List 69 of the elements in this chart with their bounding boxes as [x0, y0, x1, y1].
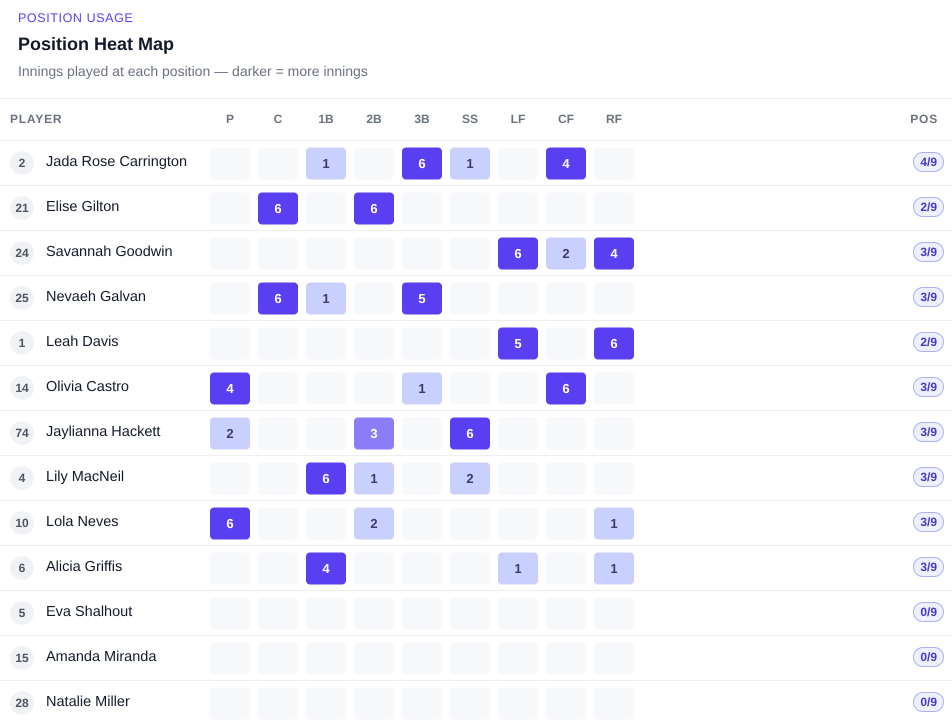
y2-tick-label: 3/9	[913, 467, 944, 487]
category-label: 1 Leah Davis	[18, 334, 119, 350]
data-label: 1	[514, 560, 522, 576]
x-tick-label: LF	[510, 112, 526, 126]
y2-tick-label: 3/9	[913, 422, 944, 442]
category-label: 25 Nevaeh Galvan	[15, 289, 146, 305]
text: PLAYER	[10, 112, 62, 126]
category-label: 4 Lily MacNeil	[18, 469, 124, 485]
x-tick-label: C	[272, 112, 284, 126]
x-tick-label: 1B	[317, 112, 335, 126]
data-label: 1	[370, 470, 378, 486]
data-label: 1	[610, 516, 618, 530]
data-label: 2	[370, 516, 378, 530]
data-label: 3	[370, 426, 378, 440]
category-label: 6 Alicia Griffis	[18, 559, 122, 575]
y2-tick-label: 2/9	[913, 332, 944, 352]
data-label: 1	[322, 156, 330, 170]
text: POSITION USAGE	[18, 11, 134, 25]
category-label: 21 Elise Gilton	[15, 199, 120, 215]
x-tick-label: CF	[557, 112, 575, 126]
y2-tick-label: 0/9	[913, 692, 944, 712]
data-label: 6	[274, 200, 282, 216]
data-label: 6	[514, 246, 522, 260]
y2-tick-label: 0/9	[913, 647, 944, 667]
data-label: 6	[610, 336, 618, 350]
data-label: 5	[514, 336, 522, 350]
data-label: 6	[418, 156, 426, 170]
data-label: 6	[466, 426, 474, 440]
data-label: 1	[610, 560, 618, 576]
x-tick-label: 3B	[413, 112, 431, 126]
data-label: 6	[370, 200, 378, 216]
y2-tick-label: 4/9	[913, 152, 944, 172]
category-label: 2 Jada Rose Carrington	[18, 154, 188, 170]
data-label: 4	[226, 380, 234, 396]
y2-tick-label: 3/9	[913, 512, 944, 532]
data-label: 5	[418, 290, 426, 306]
data-label: 1	[418, 380, 426, 396]
data-label: 6	[322, 470, 330, 486]
category-label: 10 Lola Neves	[15, 514, 119, 530]
y2-tick-label: 0/9	[913, 602, 944, 622]
y2-tick-label: 3/9	[913, 287, 944, 307]
y2-tick-label: 3/9	[913, 377, 944, 397]
y2-tick-label: 3/9	[913, 557, 944, 577]
text: POS	[910, 112, 938, 126]
data-label: 6	[274, 290, 282, 306]
data-label: 4	[610, 246, 618, 260]
x-tick-label: SS	[460, 112, 479, 126]
chart-title: Position Heat Map	[18, 34, 174, 55]
chart-subtitle: Innings played at each position — darker = more innings	[18, 63, 368, 79]
data-label: 4	[562, 156, 570, 170]
data-label: 2	[466, 470, 474, 486]
category-label: 14 Olivia Castro	[15, 379, 129, 395]
data-label: 6	[226, 516, 234, 530]
x-tick-label: P	[224, 112, 235, 126]
y2-tick-label: 3/9	[913, 242, 944, 262]
x-tick-label: 2B	[365, 112, 383, 126]
category-label: 24 Savannah Goodwin	[15, 244, 173, 260]
x-tick-label: RF	[605, 112, 623, 126]
category-label: 5 Eva Shalhout	[18, 604, 132, 620]
data-label: 6	[562, 380, 570, 396]
category-label: 15 Amanda Miranda	[15, 649, 156, 665]
data-label: 2	[562, 246, 570, 260]
category-label: 28 Natalie Miller	[15, 694, 130, 710]
y2-tick-label: 2/9	[913, 197, 944, 217]
data-label: 4	[322, 560, 330, 576]
data-label: 1	[466, 156, 474, 170]
data-label: 1	[322, 290, 330, 306]
data-label: 2	[226, 426, 234, 440]
category-label: 74 Jaylianna Hackett	[15, 424, 160, 440]
